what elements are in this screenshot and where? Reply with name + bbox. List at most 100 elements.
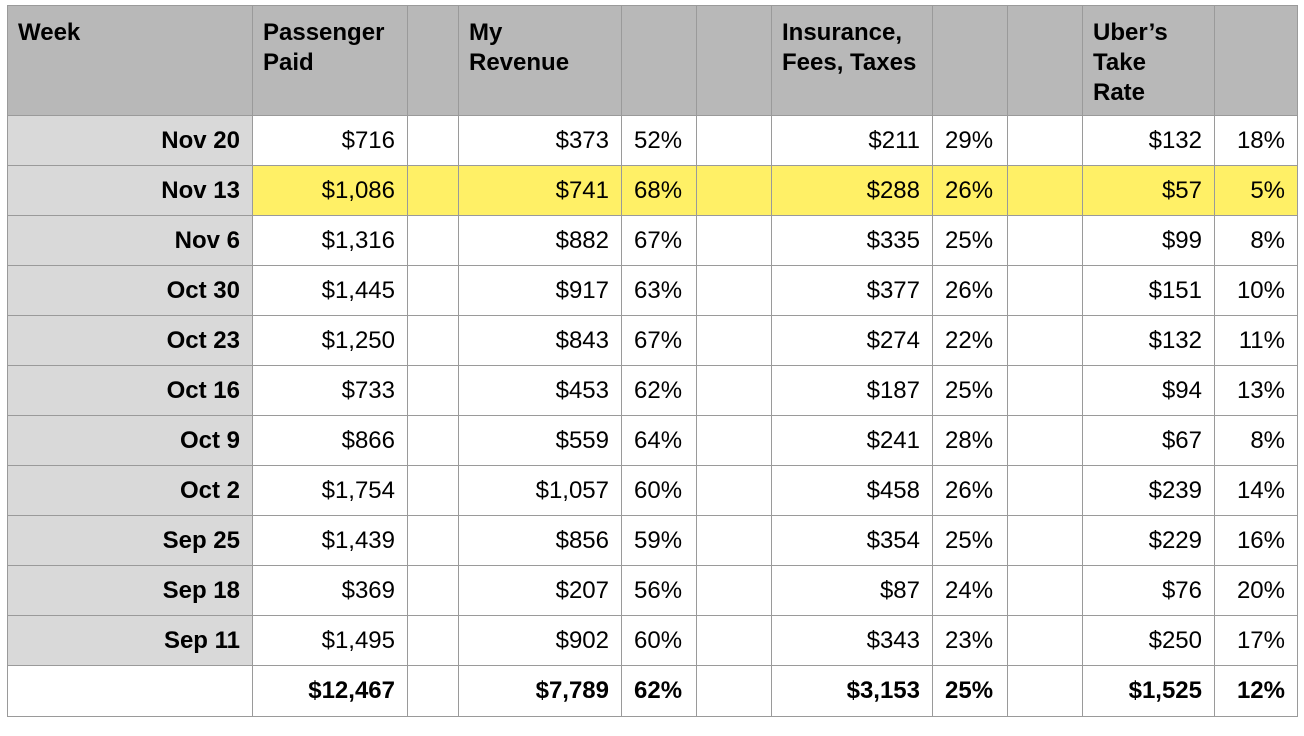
insurance-pct-cell[interactable]: 26% bbox=[932, 265, 1008, 316]
uber-take-pct-cell[interactable]: 8% bbox=[1214, 215, 1298, 266]
spacer-cell[interactable] bbox=[407, 465, 459, 516]
spacer-cell[interactable] bbox=[407, 265, 459, 316]
passenger-paid-cell[interactable]: $1,439 bbox=[252, 515, 408, 566]
spacer-cell[interactable] bbox=[407, 415, 459, 466]
spacer-cell[interactable] bbox=[407, 215, 459, 266]
my-revenue-cell[interactable]: $843 bbox=[458, 315, 622, 366]
insurance-pct-cell[interactable]: 24% bbox=[932, 565, 1008, 616]
header-spacer[interactable] bbox=[932, 5, 1008, 116]
my-revenue-cell[interactable]: $741 bbox=[458, 165, 622, 216]
my-revenue-pct-cell[interactable]: 62% bbox=[621, 365, 697, 416]
uber-take-cell[interactable]: $94 bbox=[1082, 365, 1215, 416]
my-revenue-pct-cell[interactable]: 60% bbox=[621, 465, 697, 516]
uber-take-pct-cell[interactable]: 20% bbox=[1214, 565, 1298, 616]
spacer-cell[interactable] bbox=[1007, 165, 1083, 216]
uber-take-pct-cell[interactable]: 16% bbox=[1214, 515, 1298, 566]
spacer-cell[interactable] bbox=[696, 265, 772, 316]
week-cell[interactable]: Oct 16 bbox=[7, 365, 253, 416]
spacer-cell[interactable] bbox=[1007, 365, 1083, 416]
header-insurance-fees-taxes[interactable]: Insurance, Fees, Taxes bbox=[771, 5, 933, 116]
my-revenue-cell[interactable]: $856 bbox=[458, 515, 622, 566]
spacer-cell[interactable] bbox=[1007, 465, 1083, 516]
spacer-cell[interactable] bbox=[407, 665, 459, 717]
header-week[interactable]: Week bbox=[7, 5, 253, 116]
spacer-cell[interactable] bbox=[1007, 615, 1083, 666]
passenger-paid-cell[interactable]: $369 bbox=[252, 565, 408, 616]
passenger-paid-cell[interactable]: $1,754 bbox=[252, 465, 408, 516]
my-revenue-pct-cell[interactable]: 67% bbox=[621, 315, 697, 366]
passenger-paid-cell[interactable]: $1,495 bbox=[252, 615, 408, 666]
uber-take-cell[interactable]: $76 bbox=[1082, 565, 1215, 616]
my-revenue-cell[interactable]: $207 bbox=[458, 565, 622, 616]
total-my-revenue-pct[interactable]: 62% bbox=[621, 665, 697, 717]
header-spacer[interactable] bbox=[1214, 5, 1298, 116]
spacer-cell[interactable] bbox=[696, 315, 772, 366]
passenger-paid-cell[interactable]: $1,445 bbox=[252, 265, 408, 316]
spacer-cell[interactable] bbox=[696, 615, 772, 666]
my-revenue-cell[interactable]: $373 bbox=[458, 115, 622, 166]
total-my-revenue[interactable]: $7,789 bbox=[458, 665, 622, 717]
total-insurance[interactable]: $3,153 bbox=[771, 665, 933, 717]
my-revenue-cell[interactable]: $917 bbox=[458, 265, 622, 316]
passenger-paid-cell[interactable]: $716 bbox=[252, 115, 408, 166]
uber-take-cell[interactable]: $132 bbox=[1082, 315, 1215, 366]
total-passenger-paid[interactable]: $12,467 bbox=[252, 665, 408, 717]
uber-take-pct-cell[interactable]: 18% bbox=[1214, 115, 1298, 166]
uber-take-pct-cell[interactable]: 8% bbox=[1214, 415, 1298, 466]
spacer-cell[interactable] bbox=[1007, 515, 1083, 566]
spacer-cell[interactable] bbox=[696, 365, 772, 416]
uber-take-cell[interactable]: $99 bbox=[1082, 215, 1215, 266]
uber-take-pct-cell[interactable]: 17% bbox=[1214, 615, 1298, 666]
insurance-cell[interactable]: $187 bbox=[771, 365, 933, 416]
header-spacer[interactable] bbox=[696, 5, 772, 116]
spacer-cell[interactable] bbox=[1007, 215, 1083, 266]
my-revenue-pct-cell[interactable]: 59% bbox=[621, 515, 697, 566]
uber-take-pct-cell[interactable]: 5% bbox=[1214, 165, 1298, 216]
spacer-cell[interactable] bbox=[696, 465, 772, 516]
week-cell[interactable]: Oct 9 bbox=[7, 415, 253, 466]
spacer-cell[interactable] bbox=[1007, 115, 1083, 166]
insurance-cell[interactable]: $288 bbox=[771, 165, 933, 216]
spacer-cell[interactable] bbox=[696, 565, 772, 616]
uber-take-cell[interactable]: $250 bbox=[1082, 615, 1215, 666]
spacer-cell[interactable] bbox=[696, 515, 772, 566]
insurance-pct-cell[interactable]: 26% bbox=[932, 465, 1008, 516]
uber-take-cell[interactable]: $151 bbox=[1082, 265, 1215, 316]
spacer-cell[interactable] bbox=[696, 415, 772, 466]
uber-take-cell[interactable]: $67 bbox=[1082, 415, 1215, 466]
passenger-paid-cell[interactable]: $1,250 bbox=[252, 315, 408, 366]
uber-take-cell[interactable]: $239 bbox=[1082, 465, 1215, 516]
insurance-pct-cell[interactable]: 25% bbox=[932, 215, 1008, 266]
my-revenue-pct-cell[interactable]: 63% bbox=[621, 265, 697, 316]
insurance-cell[interactable]: $377 bbox=[771, 265, 933, 316]
insurance-cell[interactable]: $458 bbox=[771, 465, 933, 516]
spacer-cell[interactable] bbox=[407, 165, 459, 216]
insurance-cell[interactable]: $343 bbox=[771, 615, 933, 666]
header-spacer[interactable] bbox=[407, 5, 459, 116]
insurance-cell[interactable]: $241 bbox=[771, 415, 933, 466]
spacer-cell[interactable] bbox=[407, 515, 459, 566]
passenger-paid-cell[interactable]: $1,086 bbox=[252, 165, 408, 216]
passenger-paid-cell[interactable]: $733 bbox=[252, 365, 408, 416]
insurance-pct-cell[interactable]: 25% bbox=[932, 515, 1008, 566]
insurance-cell[interactable]: $211 bbox=[771, 115, 933, 166]
total-uber-take-pct[interactable]: 12% bbox=[1214, 665, 1298, 717]
week-cell[interactable]: Oct 2 bbox=[7, 465, 253, 516]
uber-take-cell[interactable]: $132 bbox=[1082, 115, 1215, 166]
spacer-cell[interactable] bbox=[1007, 665, 1083, 717]
insurance-pct-cell[interactable]: 29% bbox=[932, 115, 1008, 166]
week-cell[interactable]: Oct 23 bbox=[7, 315, 253, 366]
spacer-cell[interactable] bbox=[407, 315, 459, 366]
totals-label-cell[interactable] bbox=[7, 665, 253, 717]
spacer-cell[interactable] bbox=[1007, 415, 1083, 466]
passenger-paid-cell[interactable]: $1,316 bbox=[252, 215, 408, 266]
my-revenue-cell[interactable]: $559 bbox=[458, 415, 622, 466]
week-cell[interactable]: Sep 25 bbox=[7, 515, 253, 566]
my-revenue-cell[interactable]: $902 bbox=[458, 615, 622, 666]
insurance-pct-cell[interactable]: 22% bbox=[932, 315, 1008, 366]
insurance-pct-cell[interactable]: 25% bbox=[932, 365, 1008, 416]
spacer-cell[interactable] bbox=[407, 365, 459, 416]
insurance-pct-cell[interactable]: 26% bbox=[932, 165, 1008, 216]
week-cell[interactable]: Nov 6 bbox=[7, 215, 253, 266]
header-passenger-paid[interactable]: Passenger Paid bbox=[252, 5, 408, 116]
